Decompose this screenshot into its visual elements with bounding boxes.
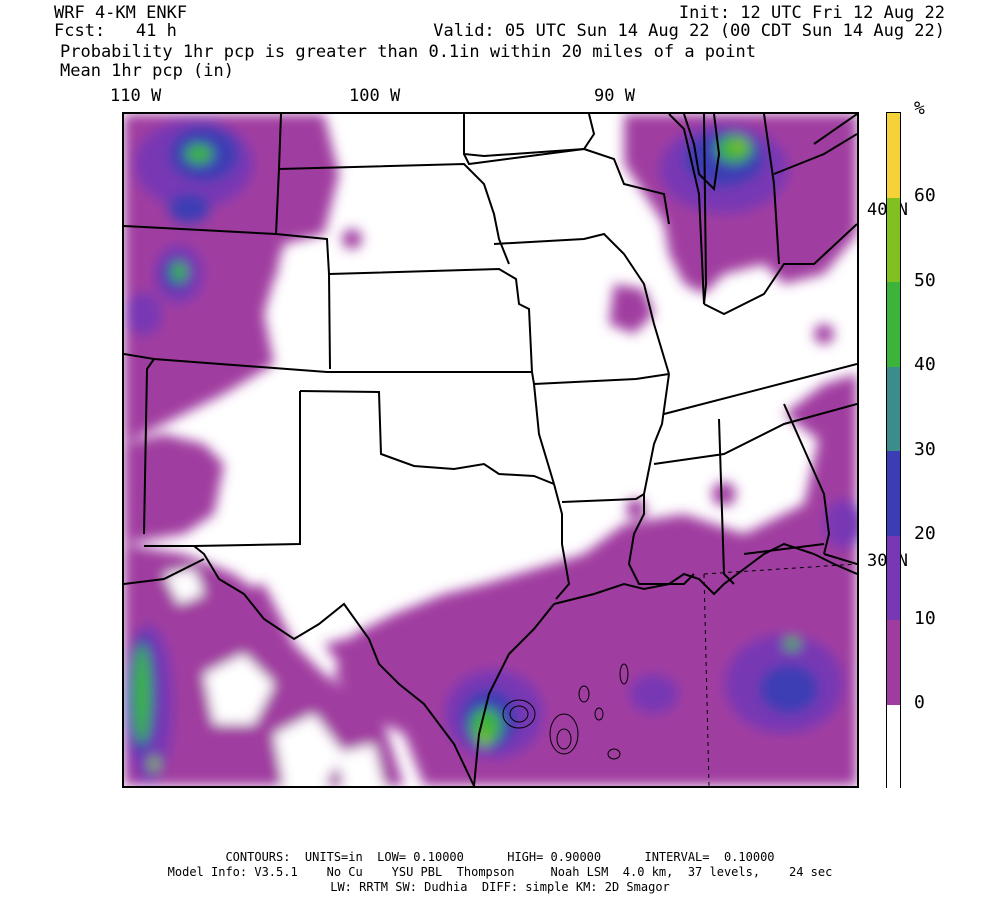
model-title: WRF 4-KM ENKF	[54, 3, 188, 23]
colorbar-label-10: 10	[914, 608, 936, 629]
dashed-boundary-2	[703, 573, 710, 786]
footer-contours: CONTOURS: UNITS=in LOW= 0.10000 HIGH= 0.…	[225, 850, 775, 864]
colorbar-segment	[887, 113, 900, 198]
colorbar-segment	[887, 451, 900, 536]
colorbar-segment	[887, 704, 900, 789]
map-panel	[122, 112, 859, 788]
forecast-hour: Fcst: 41 h	[54, 21, 177, 41]
lon-label-110w: 110 W	[110, 86, 162, 106]
colorbar-label-50: 50	[914, 270, 936, 291]
colorbar-unit: %	[914, 98, 925, 119]
footer-physics: LW: RRTM SW: Dudhia DIFF: simple KM: 2D …	[330, 880, 670, 894]
lon-label-100w: 100 W	[349, 86, 401, 106]
init-time: Init: 12 UTC Fri 12 Aug 22	[678, 3, 945, 23]
field-title-1: Probability 1hr pcp is greater than 0.1i…	[60, 42, 756, 62]
probability-shading	[124, 114, 857, 786]
colorbar-segment	[887, 620, 900, 705]
colorbar-label-30: 30	[914, 439, 936, 460]
colorbar-segment	[887, 282, 900, 367]
colorbar-segment	[887, 197, 900, 282]
footer-model-info: Model Info: V3.5.1 No Cu YSU PBL Thompso…	[167, 865, 833, 879]
colorbar-label-40: 40	[914, 354, 936, 375]
colorbar	[886, 112, 901, 789]
colorbar-segment	[887, 366, 900, 451]
dashed-boundary	[703, 563, 857, 575]
mean-precip-contours	[502, 663, 629, 760]
colorbar-segment	[887, 535, 900, 620]
colorbar-label-60: 60	[914, 185, 936, 206]
precip-probability-map	[124, 114, 857, 786]
colorbar-label-20: 20	[914, 523, 936, 544]
state-borders	[124, 114, 857, 786]
valid-time: Valid: 05 UTC Sun 14 Aug 22 (00 CDT Sun …	[433, 21, 945, 41]
lon-label-90w: 90 W	[594, 86, 635, 106]
colorbar-label-0: 0	[914, 692, 925, 713]
field-title-2: Mean 1hr pcp (in)	[60, 61, 234, 81]
